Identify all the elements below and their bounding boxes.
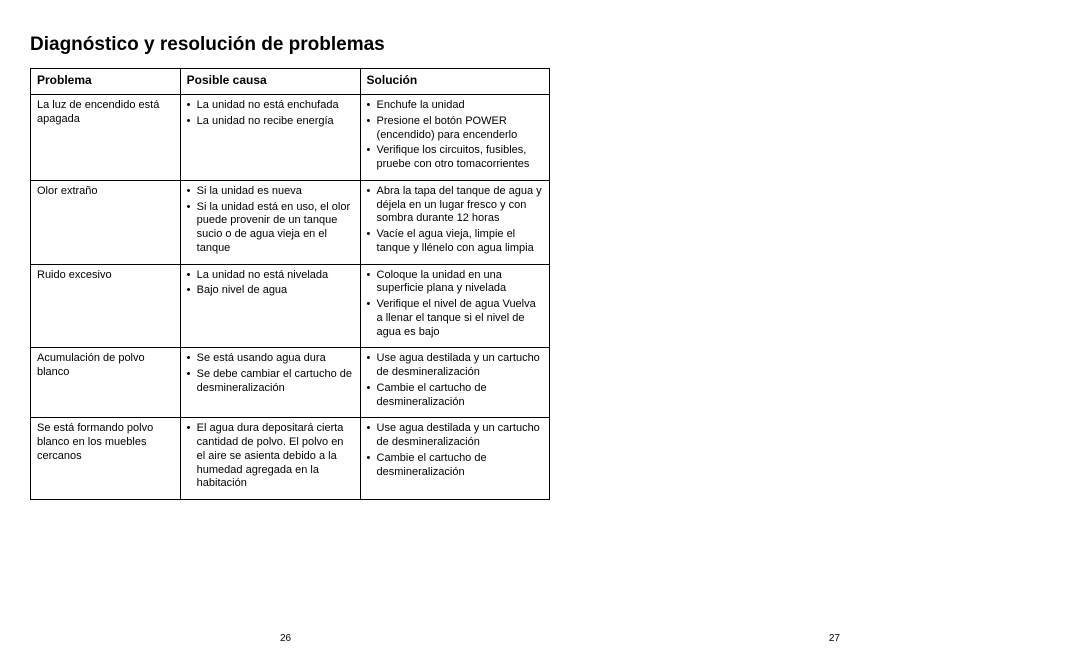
solution-item: Coloque la unidad en una superficie plan… [367, 269, 543, 297]
cell-problem: La luz de encendido está apagada [31, 95, 181, 181]
cell-solution: Enchufe la unidad Presione el botón POWER… [360, 95, 549, 181]
solution-item: Presione el botón POWER (encendido) para… [367, 115, 543, 143]
table-row: La luz de encendido está apagadaLa unida… [31, 95, 550, 181]
cell-cause: El agua dura depositará cierta cantidad … [180, 418, 360, 500]
cause-item: Si la unidad está en uso, el olor puede … [187, 201, 354, 256]
cell-problem: Ruido excesivo [31, 264, 181, 348]
solution-item: Cambie el cartucho de desmineralización [367, 382, 543, 410]
cause-item: Si la unidad es nueva [187, 185, 354, 199]
solution-item: Use agua destilada y un cartucho de desm… [367, 422, 543, 450]
cause-item: Bajo nivel de agua [187, 284, 354, 298]
cell-problem: Olor extraño [31, 180, 181, 264]
cell-solution: Coloque la unidad en una superficie plan… [360, 264, 549, 348]
cell-solution: Use agua destilada y un cartucho de desm… [360, 348, 549, 418]
table-row: Olor extrañoSi la unidad es nuevaSi la u… [31, 180, 550, 264]
col-header-cause: Posible causa [180, 69, 360, 95]
solution-item: Verifique los circuitos, fusibles, prueb… [367, 144, 543, 172]
cause-item: La unidad no está enchufada [187, 99, 354, 113]
cause-item: Se debe cambiar el cartucho de desminera… [187, 368, 354, 396]
cell-solution: Abra la tapa del tanque de agua y déjela… [360, 180, 549, 264]
troubleshooting-table: Problema Posible causa Solución La luz d… [30, 68, 550, 500]
table-row: Ruido excesivoLa unidad no está nivelada… [31, 264, 550, 348]
table-header-row: Problema Posible causa Solución [31, 69, 550, 95]
solution-item: Abra la tapa del tanque de agua y déjela… [367, 185, 543, 226]
col-header-solution: Solución [360, 69, 549, 95]
cause-item: La unidad no está nivelada [187, 269, 354, 283]
cell-solution: Use agua destilada y un cartucho de desm… [360, 418, 549, 500]
page-number-right: 27 [829, 633, 840, 644]
solution-item: Use agua destilada y un cartucho de desm… [367, 352, 543, 380]
solution-item: Verifique el nivel de agua Vuelva a llen… [367, 298, 543, 339]
solution-item: Vacíe el agua vieja, limpie el tanque y … [367, 228, 543, 256]
solution-item: Enchufe la unidad [367, 99, 543, 113]
solution-item: Cambie el cartucho de desmineralización [367, 452, 543, 480]
cause-item: Se está usando agua dura [187, 352, 354, 366]
cell-cause: Se está usando agua dura Se debe cambiar … [180, 348, 360, 418]
cause-item: El agua dura depositará cierta cantidad … [187, 422, 354, 491]
table-row: Acumulación de polvo blancoSe está usand… [31, 348, 550, 418]
page-title: Diagnóstico y resolución de problemas [30, 34, 385, 56]
cell-problem: Se está formando polvo blanco en los mue… [31, 418, 181, 500]
cell-problem: Acumulación de polvo blanco [31, 348, 181, 418]
table-row: Se está formando polvo blanco en los mue… [31, 418, 550, 500]
col-header-problem: Problema [31, 69, 181, 95]
cell-cause: La unidad no está niveladaBajo nivel de … [180, 264, 360, 348]
page-number-left: 26 [280, 633, 291, 644]
cell-cause: La unidad no está enchufada La unidad no … [180, 95, 360, 181]
cause-item: La unidad no recibe energía [187, 115, 354, 129]
cell-cause: Si la unidad es nueva Si la unidad está e… [180, 180, 360, 264]
